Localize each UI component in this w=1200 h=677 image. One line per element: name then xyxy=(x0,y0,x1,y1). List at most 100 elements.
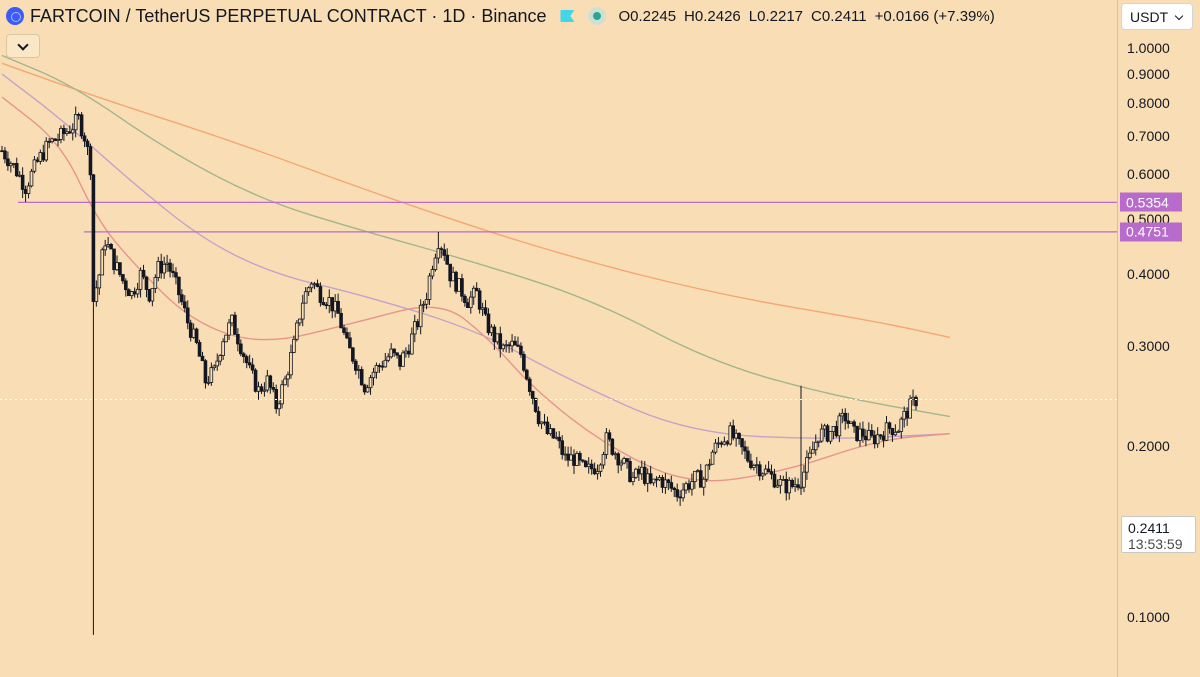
candle xyxy=(100,247,105,276)
open-label: O xyxy=(618,7,631,25)
candle xyxy=(215,353,220,371)
candle xyxy=(0,145,4,153)
candle xyxy=(339,308,343,329)
candle xyxy=(867,422,871,441)
candle xyxy=(808,446,812,460)
candle xyxy=(121,273,125,284)
candle xyxy=(681,482,685,502)
candle xyxy=(56,133,60,147)
candle xyxy=(271,382,276,393)
candle xyxy=(513,336,517,346)
candle xyxy=(872,430,877,449)
candle xyxy=(690,473,694,496)
candle xyxy=(333,294,337,318)
candle xyxy=(126,288,131,297)
candle xyxy=(908,395,912,419)
level-label: 0.5354 xyxy=(1120,192,1182,212)
candle xyxy=(716,437,721,448)
candle xyxy=(525,368,529,381)
candle xyxy=(757,461,762,481)
candle xyxy=(41,144,46,163)
candle xyxy=(135,282,140,298)
candle xyxy=(32,156,37,174)
candle xyxy=(427,273,432,305)
candle xyxy=(746,446,750,463)
candle xyxy=(581,459,585,464)
candle xyxy=(628,457,632,483)
close-value: 0.2411 xyxy=(821,7,867,25)
candle xyxy=(383,352,388,368)
candle xyxy=(896,429,901,433)
candle xyxy=(53,138,57,141)
candle xyxy=(843,408,848,430)
price-tick-label: 0.6000 xyxy=(1127,166,1170,183)
candle xyxy=(498,326,503,358)
candle xyxy=(318,282,323,307)
candle xyxy=(191,323,196,339)
symbol-title[interactable]: FARTCOIN / TetherUS PERPETUAL CONTRACT ·… xyxy=(30,5,547,26)
candle xyxy=(554,431,559,440)
candle xyxy=(696,469,700,473)
candle xyxy=(345,327,349,340)
candle xyxy=(799,385,803,495)
candle xyxy=(224,334,228,343)
candle xyxy=(657,474,662,482)
candle xyxy=(861,421,865,443)
candle xyxy=(351,346,355,365)
candle xyxy=(159,253,164,279)
candle xyxy=(725,440,730,447)
candle xyxy=(327,289,332,314)
flag-icon[interactable] xyxy=(560,10,575,22)
candle xyxy=(793,477,797,492)
candle xyxy=(887,421,892,434)
candle xyxy=(410,327,414,355)
candle xyxy=(457,278,461,292)
candle xyxy=(678,490,682,506)
candle xyxy=(194,327,199,345)
candle xyxy=(778,475,783,494)
candle xyxy=(124,278,128,297)
candle xyxy=(20,167,25,198)
candle xyxy=(598,463,603,477)
candle xyxy=(501,343,506,352)
candle xyxy=(297,318,302,327)
candle xyxy=(106,236,110,248)
candle xyxy=(769,464,774,480)
candle xyxy=(295,319,299,342)
candle xyxy=(415,319,420,331)
candle xyxy=(787,477,792,500)
candle xyxy=(828,431,833,445)
candle xyxy=(463,294,467,307)
candle xyxy=(70,123,75,141)
candle xyxy=(522,351,526,373)
candle xyxy=(781,475,786,481)
candle xyxy=(171,263,175,278)
candle xyxy=(197,339,202,357)
candle xyxy=(722,436,727,446)
candle xyxy=(401,350,405,367)
candle xyxy=(439,246,444,259)
collapse-legend-button[interactable] xyxy=(6,34,40,58)
candle xyxy=(454,270,458,294)
candle xyxy=(816,440,821,448)
candle xyxy=(112,248,116,275)
currency-selector[interactable]: USDT xyxy=(1121,3,1193,30)
candle xyxy=(50,137,54,144)
candle xyxy=(560,435,564,460)
candle xyxy=(784,471,789,501)
candle xyxy=(899,416,904,439)
candle xyxy=(44,137,49,162)
candle xyxy=(575,451,579,466)
candle xyxy=(527,376,532,396)
candle xyxy=(569,446,573,461)
candle xyxy=(707,458,712,470)
candle xyxy=(227,318,231,340)
candle xyxy=(35,157,40,163)
candle xyxy=(881,431,886,448)
candle xyxy=(368,375,373,395)
candle xyxy=(586,457,591,474)
moving-average-line xyxy=(1,54,951,418)
candle xyxy=(262,382,267,397)
candle xyxy=(601,451,606,469)
